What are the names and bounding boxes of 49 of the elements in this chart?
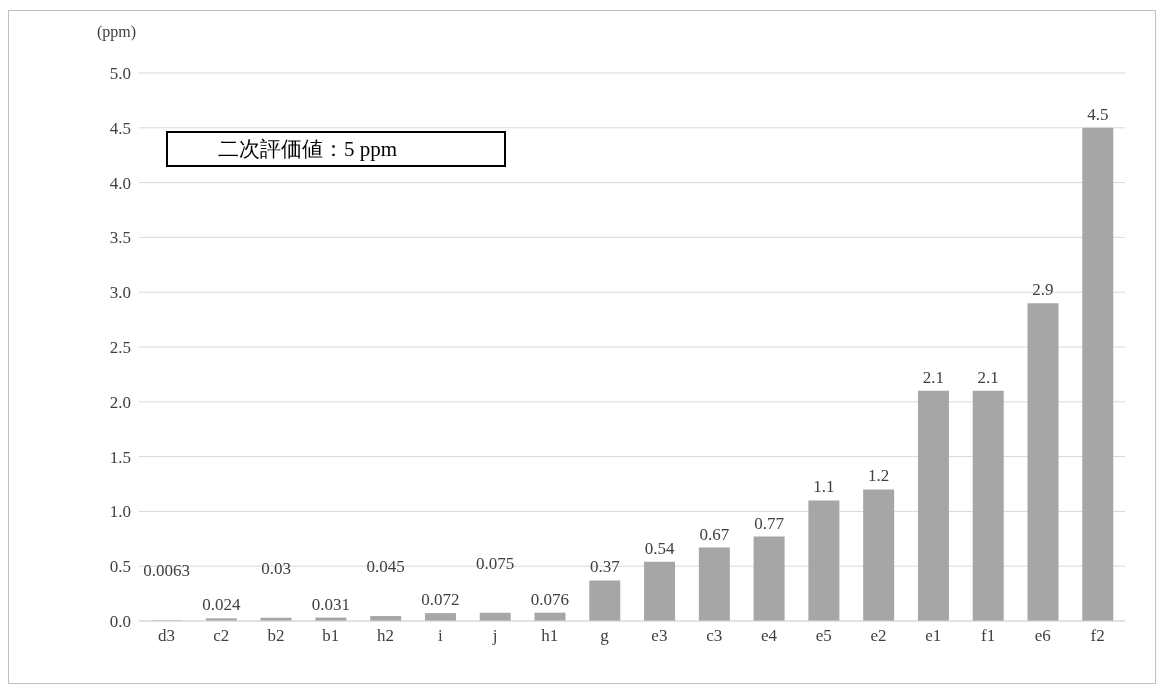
x-tick-label: e6 (1034, 626, 1051, 646)
y-tick-label: 2.5 (109, 338, 131, 358)
x-tick-label: c3 (706, 626, 723, 646)
y-axis-title: (ppm) (97, 23, 137, 41)
data-label: 0.031 (311, 594, 351, 614)
x-tick-label: j (491, 626, 498, 646)
data-label: 0.77 (754, 513, 785, 533)
x-tick-label: c2 (213, 626, 230, 646)
data-label: 0.0063 (143, 561, 190, 581)
data-label: 2.1 (977, 367, 999, 387)
data-label: 0.024 (202, 595, 241, 615)
x-tick-label: e3 (651, 626, 668, 646)
x-tick-label: i (437, 626, 443, 646)
data-label: 0.076 (530, 589, 570, 609)
data-label: 2.9 (1032, 280, 1054, 300)
x-tick-label: g (600, 626, 610, 646)
x-tick-label: h1 (541, 626, 559, 646)
x-tick-label: h2 (377, 626, 394, 646)
data-label: 0.37 (589, 557, 621, 577)
y-tick-label: 0.0 (109, 612, 131, 632)
data-label: 0.03 (261, 558, 291, 578)
data-label: 1.1 (813, 477, 835, 497)
note-box: 二次評価値：5 ppm (166, 131, 506, 167)
x-tick-label: d3 (157, 626, 175, 646)
x-tick-label: e4 (760, 626, 778, 646)
data-label: 0.045 (366, 557, 405, 577)
y-tick-label: 3.5 (109, 228, 131, 248)
y-tick-label: 3.0 (109, 283, 131, 303)
x-tick-label: b2 (267, 626, 285, 646)
x-tick-label: b1 (322, 626, 340, 646)
y-tick-label: 1.5 (109, 447, 131, 467)
data-label: 2.1 (922, 367, 945, 387)
y-tick-label: 2.0 (109, 392, 131, 412)
y-tick-label: 4.5 (109, 118, 131, 138)
x-tick-label: e1 (925, 626, 942, 646)
data-label: 0.072 (421, 590, 460, 610)
y-tick-label: 1.0 (109, 502, 131, 522)
x-tick-label: f2 (1090, 626, 1105, 646)
x-tick-label: f1 (980, 626, 996, 646)
data-label: 4.5 (1087, 104, 1109, 124)
x-tick-label: e2 (870, 626, 887, 646)
data-label: 1.2 (868, 466, 890, 486)
data-label: 0.67 (699, 524, 730, 544)
data-label: 0.54 (644, 538, 675, 558)
y-tick-label: 5.0 (109, 64, 131, 84)
y-tick-label: 0.5 (109, 557, 131, 577)
y-tick-label: 4.0 (109, 173, 131, 193)
data-label: 0.075 (476, 553, 515, 573)
x-tick-label: e5 (815, 626, 832, 646)
